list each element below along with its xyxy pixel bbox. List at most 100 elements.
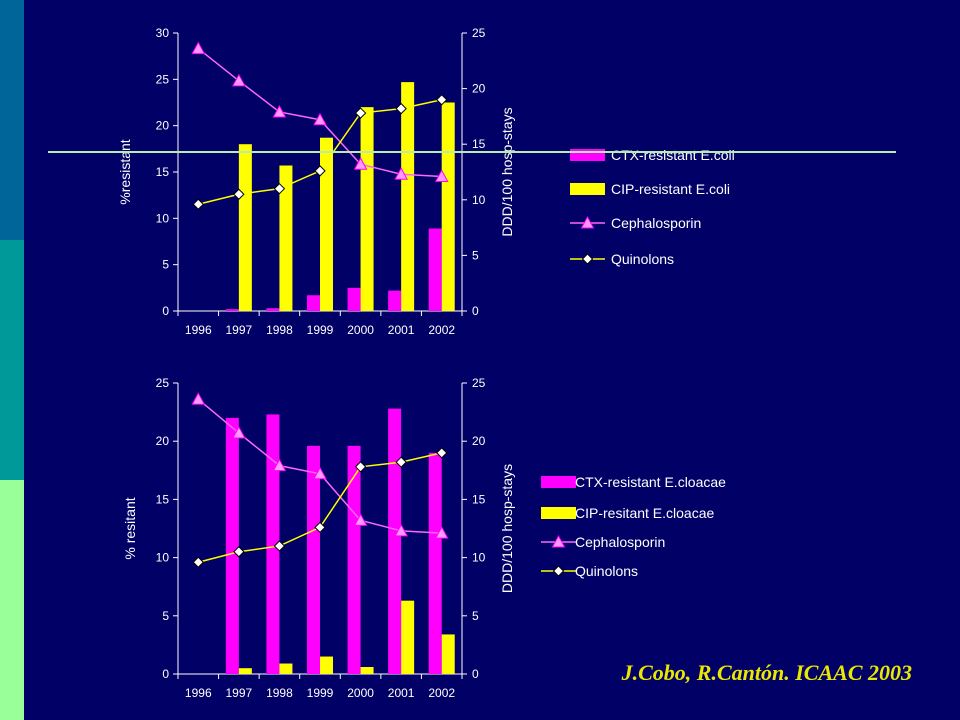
y-axis-title: %resistant <box>117 139 133 204</box>
divider-line <box>48 151 896 153</box>
bar-cip <box>360 667 374 674</box>
x-tick-label: 2001 <box>388 323 415 337</box>
cephalosporin-point <box>232 73 246 87</box>
y2-tick-label: 20 <box>472 434 486 448</box>
legend-marker-diamond <box>581 253 594 265</box>
cephalosporin-point <box>191 392 206 405</box>
legend-label: Cephalosporin <box>575 534 665 550</box>
quinolons-point <box>354 107 367 119</box>
legend-swatch <box>541 476 576 488</box>
legend-marker-triangle <box>551 534 566 548</box>
cephalosporin-point <box>353 513 368 526</box>
bar-ctx <box>266 414 280 674</box>
y-tick-label: 20 <box>156 434 170 448</box>
bar-cip <box>360 107 374 311</box>
legend-swatch <box>541 507 576 519</box>
cephalosporin-point <box>434 526 449 539</box>
y2-tick-label: 0 <box>472 667 479 681</box>
citation: J.Cobo, R.Cantón. ICAAC 2003 <box>621 660 912 685</box>
cephalosporin-point <box>191 41 206 55</box>
quinolons-point <box>273 182 286 195</box>
bar-ctx <box>347 445 361 674</box>
legend-label: CTX-resistant E.coli <box>611 147 735 163</box>
legend-label: CTX-resistant E.cloacae <box>575 474 726 490</box>
y2-tick-label: 20 <box>472 82 486 96</box>
x-tick-label: 2000 <box>347 686 374 700</box>
quinolons-point <box>314 521 326 534</box>
x-tick-label: 1996 <box>185 323 212 337</box>
accent-strip-bottom <box>0 480 24 720</box>
cephalosporin-point <box>272 104 287 118</box>
quinolons-point <box>192 556 204 568</box>
bar-cip <box>238 144 252 311</box>
x-tick-label: 1999 <box>307 323 334 337</box>
y2-tick-label: 0 <box>472 304 479 318</box>
x-tick-label: 2001 <box>388 686 415 700</box>
quinolons-point <box>233 188 245 200</box>
y-tick-label: 0 <box>162 304 169 318</box>
y2-tick-label: 5 <box>472 609 479 623</box>
y-tick-label: 30 <box>156 26 170 40</box>
cephalosporin-point <box>434 169 449 182</box>
chart-ecloacae: 0 5 10 15 20 25 0 5 10 15 20 25 1996 1997 1998 1999 2000… <box>122 376 726 700</box>
cephalosporin-point <box>394 167 408 180</box>
bar-cip <box>320 137 333 311</box>
y2-tick-label: 15 <box>472 137 486 151</box>
accent-strip-middle <box>0 240 24 480</box>
bar-ctx <box>388 290 402 311</box>
bar-cip <box>401 82 415 311</box>
bar-ctx <box>428 228 442 311</box>
y-tick-label: 5 <box>162 258 169 272</box>
y-tick-label: 10 <box>156 551 170 565</box>
y2-tick-label: 25 <box>472 26 486 40</box>
bar-cip <box>320 656 333 674</box>
quinolons-point <box>354 461 367 473</box>
bar-ctx <box>225 309 239 311</box>
bar-cip <box>279 165 293 311</box>
legend-label: CIP-resitant E.cloacae <box>575 505 714 521</box>
y-tick-label: 10 <box>156 211 170 225</box>
bar-ctx <box>307 295 320 311</box>
y-tick-label: 0 <box>162 667 169 681</box>
x-tick-label: 2000 <box>347 323 374 337</box>
bar-cip <box>441 634 455 674</box>
y2-tick-label: 15 <box>472 492 486 506</box>
y-tick-label: 20 <box>156 119 170 133</box>
cephalosporin-point <box>232 426 246 439</box>
legend-label: Quinolons <box>575 563 638 579</box>
y2-tick-label: 5 <box>472 248 479 262</box>
legend-label: CIP-resistant E.coli <box>611 181 730 197</box>
y2-axis-title: DDD/100 hosp-stays <box>499 107 515 236</box>
cephalosporin-point <box>313 112 327 126</box>
quinolons-point <box>233 546 245 558</box>
legend-swatch <box>570 183 605 195</box>
x-tick-label: 1997 <box>226 323 253 337</box>
bar-ctx <box>307 445 320 674</box>
bar-cip <box>279 663 293 674</box>
y-tick-label: 15 <box>156 165 170 179</box>
x-tick-label: 1996 <box>185 686 212 700</box>
x-tick-label: 1998 <box>266 686 293 700</box>
bar-cip <box>441 102 455 311</box>
y-axis-title: % resitant <box>122 497 138 559</box>
legend-marker-triangle <box>580 215 595 229</box>
bar-cip <box>238 668 252 674</box>
quinolons-point <box>395 456 407 468</box>
quinolons-point <box>273 540 286 552</box>
bar-ctx <box>388 408 402 674</box>
quinolons-point <box>192 198 204 210</box>
y-tick-label: 25 <box>156 376 170 390</box>
y2-tick-label: 10 <box>472 193 486 207</box>
quinolons-point <box>436 447 448 459</box>
x-tick-label: 2002 <box>428 323 455 337</box>
quinolons-point <box>436 94 448 106</box>
quinolons-point <box>314 165 326 177</box>
accent-strip-top <box>0 0 24 240</box>
x-tick-label: 1999 <box>307 686 334 700</box>
cephalosporin-point <box>353 157 368 170</box>
y-tick-label: 25 <box>156 72 170 86</box>
y-tick-label: 5 <box>162 609 169 623</box>
bar-ctx <box>266 308 280 311</box>
y2-axis-title: DDD/100 hosp-stays <box>499 464 515 593</box>
cephalosporin-point <box>313 466 327 480</box>
